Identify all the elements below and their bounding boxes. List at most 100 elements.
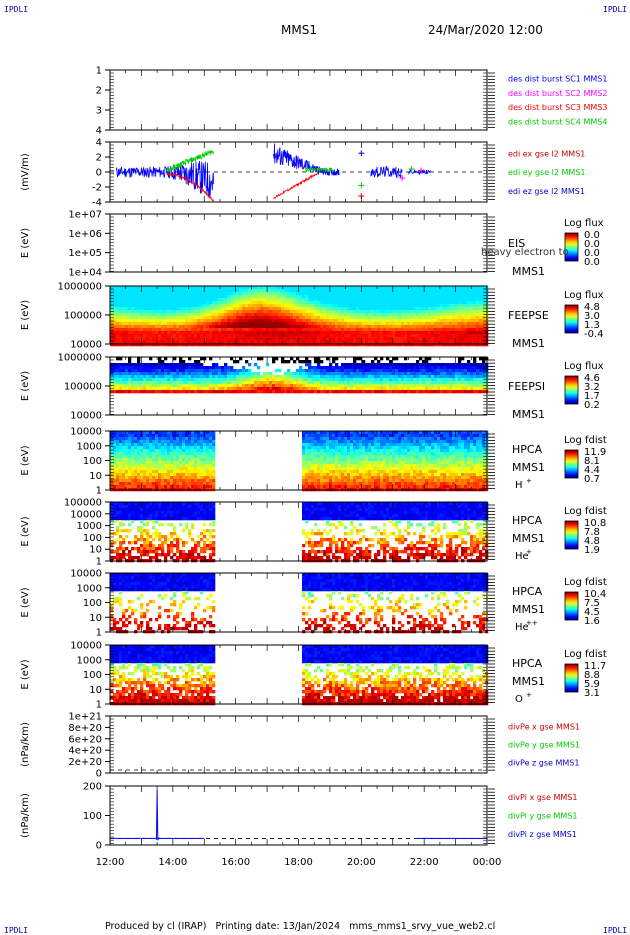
spectrogram-cell xyxy=(365,313,368,316)
spectrogram-cell xyxy=(203,458,206,461)
spectrogram-cell xyxy=(452,310,455,313)
spectrogram-cell xyxy=(410,375,413,378)
spectrogram-cell xyxy=(335,295,338,298)
spectrogram-cell xyxy=(371,387,374,390)
spectrogram-cell xyxy=(473,372,476,375)
spectrogram-cell xyxy=(233,328,236,331)
spectrogram-cell xyxy=(221,384,224,387)
spectrogram-cell xyxy=(206,387,209,390)
spectrogram-cell xyxy=(401,298,404,301)
spectrogram-cell xyxy=(116,476,119,479)
spectrogram-cell xyxy=(122,390,125,393)
spectrogram-cell xyxy=(230,390,233,393)
spectrogram-cell xyxy=(176,328,179,331)
spectrogram-cell xyxy=(161,298,164,301)
spectrogram-cell xyxy=(431,310,434,313)
spectrogram-cell xyxy=(152,437,155,440)
spectrogram-cell xyxy=(179,455,182,458)
spectrogram-cell xyxy=(128,452,131,455)
spectrogram-cell xyxy=(125,467,128,470)
spectrogram-cell xyxy=(215,301,218,304)
spectrogram-cell xyxy=(146,390,149,393)
spectrogram-cell xyxy=(239,331,242,334)
spectrogram-cell xyxy=(479,390,482,393)
spectrogram-cell xyxy=(317,292,320,295)
spectrogram-cell xyxy=(164,473,167,476)
spectrogram-cell xyxy=(182,485,185,488)
spectrogram-cell xyxy=(260,381,263,384)
spectrogram-cell xyxy=(239,343,242,346)
spectrogram-cell xyxy=(293,331,296,334)
spectrogram-cell xyxy=(305,449,308,452)
spectrogram-cell xyxy=(206,343,209,346)
spectrogram-cell xyxy=(473,390,476,393)
spectrogram-cell xyxy=(284,307,287,310)
spectrogram-cell xyxy=(254,313,257,316)
spectrogram-cell xyxy=(362,470,365,473)
spectrogram-cell xyxy=(302,473,305,476)
spectrogram-cell xyxy=(236,316,239,319)
spectrogram-cell xyxy=(467,307,470,310)
spectrogram-cell xyxy=(350,319,353,322)
spectrogram-cell xyxy=(200,449,203,452)
spectrogram-cell xyxy=(383,366,386,369)
spectrogram-cell xyxy=(131,372,134,375)
spectrogram-cell xyxy=(380,292,383,295)
spectrogram-cell xyxy=(470,331,473,334)
spectrogram-cell xyxy=(167,437,170,440)
spectrogram-cell xyxy=(164,387,167,390)
spectrogram-cell xyxy=(173,334,176,337)
spectrogram-cell xyxy=(443,340,446,343)
spectrogram-cell xyxy=(134,307,137,310)
spectrogram-cell xyxy=(215,387,218,390)
spectrogram-cell xyxy=(194,458,197,461)
spectrogram-cell xyxy=(446,343,449,346)
spectrogram-cell xyxy=(311,328,314,331)
spectrogram-cell xyxy=(152,378,155,381)
spectrogram-cell xyxy=(278,292,281,295)
spectrogram-cell xyxy=(365,343,368,346)
spectrogram-cell xyxy=(176,295,179,298)
spectrogram-cell xyxy=(200,366,203,369)
spectrogram-cell xyxy=(323,479,326,482)
spectrogram-cell xyxy=(440,307,443,310)
spectrogram-cell xyxy=(386,369,389,372)
spectrogram-cell xyxy=(326,366,329,369)
spectrogram-cell xyxy=(326,449,329,452)
spectrogram-cell xyxy=(440,387,443,390)
spectrogram-cell xyxy=(167,304,170,307)
spectrogram-cell xyxy=(374,366,377,369)
spectrogram-cell xyxy=(410,319,413,322)
spectrogram-cell xyxy=(206,470,209,473)
spectrogram-cell xyxy=(212,461,215,464)
spectrogram-cell xyxy=(353,381,356,384)
spectrogram-cell xyxy=(290,310,293,313)
spectrogram-cell xyxy=(209,307,212,310)
spectrogram-cell xyxy=(293,289,296,292)
spectrogram-cell xyxy=(452,319,455,322)
spectrogram-cell xyxy=(212,485,215,488)
spectrogram-cell xyxy=(257,304,260,307)
spectrogram-cell xyxy=(383,310,386,313)
spectrogram-cell xyxy=(128,375,131,378)
spectrogram-cell xyxy=(425,289,428,292)
spectrogram-cell xyxy=(275,319,278,322)
spectrogram-cell xyxy=(263,319,266,322)
spectrogram-cell xyxy=(389,378,392,381)
spectrogram-cell xyxy=(155,384,158,387)
spectrogram-cell xyxy=(356,313,359,316)
spectrogram-cell xyxy=(206,304,209,307)
spectrogram-cell xyxy=(341,381,344,384)
spectrogram-cell xyxy=(335,437,338,440)
spectrogram-cell xyxy=(347,337,350,340)
spectrogram-cell xyxy=(323,440,326,443)
spectrogram-cell xyxy=(269,301,272,304)
spectrogram-cell xyxy=(344,381,347,384)
spectrogram-cell xyxy=(362,476,365,479)
spectrogram-cell xyxy=(146,363,149,366)
spectrogram-cell xyxy=(134,476,137,479)
spectrogram-cell xyxy=(182,307,185,310)
spectrogram-cell xyxy=(134,434,137,437)
spectrogram-cell xyxy=(140,369,143,372)
spectrogram-cell xyxy=(473,301,476,304)
